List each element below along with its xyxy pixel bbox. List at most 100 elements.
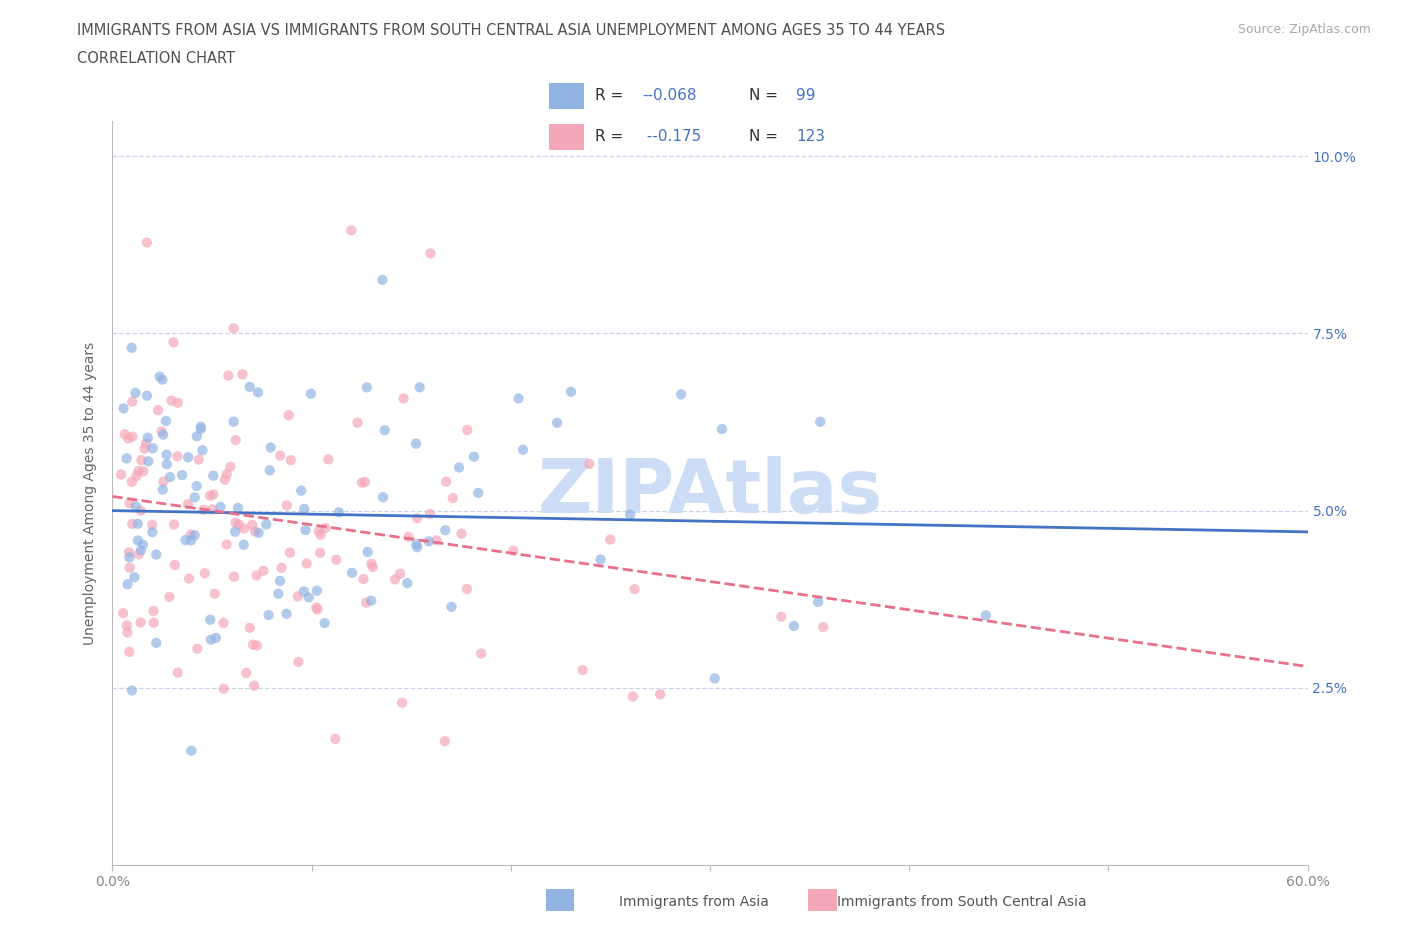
Point [226,500,249,515]
Y-axis label: Unemployment Among Ages 35 to 44 years: Unemployment Among Ages 35 to 44 years [83,341,97,644]
Point [121,516,143,531]
Point [159,470,181,485]
Point [356,380,378,395]
Point [396,576,419,591]
Point [146,403,169,418]
Point [159,590,181,604]
Point [276,498,298,512]
Point [270,561,292,576]
Point [247,525,270,540]
Point [257,607,280,622]
Point [180,527,202,542]
Point [269,574,291,589]
Point [202,468,225,483]
Point [669,387,692,402]
Point [177,450,200,465]
Point [441,491,464,506]
Point [156,457,179,472]
Text: Source: ZipAtlas.com: Source: ZipAtlas.com [1237,23,1371,36]
Point [166,665,188,680]
Point [132,464,155,479]
Point [252,564,274,578]
Bar [548,124,585,150]
Point [118,550,141,565]
Point [350,475,373,490]
Text: 99: 99 [796,88,815,103]
Point [239,620,262,635]
Point [160,393,183,408]
Point [115,451,138,466]
Point [121,340,143,355]
Point [406,511,429,525]
Point [186,642,208,657]
Point [145,547,167,562]
Point [135,436,157,451]
Point [398,529,420,544]
Point [204,586,226,601]
Point [408,379,430,394]
Point [433,734,456,749]
Point [280,453,302,468]
Point [287,589,309,604]
Point [184,490,207,505]
Point [621,689,644,704]
Point [138,454,160,469]
Point [115,618,138,633]
Point [152,482,174,497]
Point [190,419,212,434]
Point [292,584,315,599]
Point [340,565,363,580]
Point [219,459,242,474]
Point [163,558,186,573]
Text: ZIPAtlas: ZIPAtlas [537,457,883,529]
Point [198,488,221,503]
Point [391,696,413,711]
Point [202,487,225,502]
Point [235,666,257,681]
Point [224,525,246,539]
Point [129,503,152,518]
Point [246,638,269,653]
Point [405,436,427,451]
Point [360,593,382,608]
Point [191,443,214,458]
Point [127,533,149,548]
Point [254,517,277,532]
Point [340,223,363,238]
Point [294,523,316,538]
Point [243,524,266,538]
Point [309,527,332,542]
Point [142,441,165,456]
Point [114,427,136,442]
Point [589,552,612,567]
Point [259,440,281,455]
Point [440,599,463,614]
Point [450,526,472,541]
Point [121,683,143,698]
Point [314,616,336,631]
Point [145,635,167,650]
Point [371,490,394,505]
Point [117,625,139,640]
Point [243,678,266,693]
Point [228,517,250,532]
Point [619,507,641,522]
Point [232,521,254,536]
Point [384,572,406,587]
Point [807,594,830,609]
Point [813,619,835,634]
Point [309,545,332,560]
Point [163,517,186,532]
Point [128,547,150,562]
Point [650,687,672,702]
Point [467,485,489,500]
Point [405,537,427,551]
Point [225,515,247,530]
Point [315,521,337,536]
Point [783,618,806,633]
Point [121,394,143,409]
Text: Immigrants from South Central Asia: Immigrants from South Central Asia [837,895,1087,910]
Point [389,566,412,581]
Point [209,499,232,514]
Point [212,616,235,631]
